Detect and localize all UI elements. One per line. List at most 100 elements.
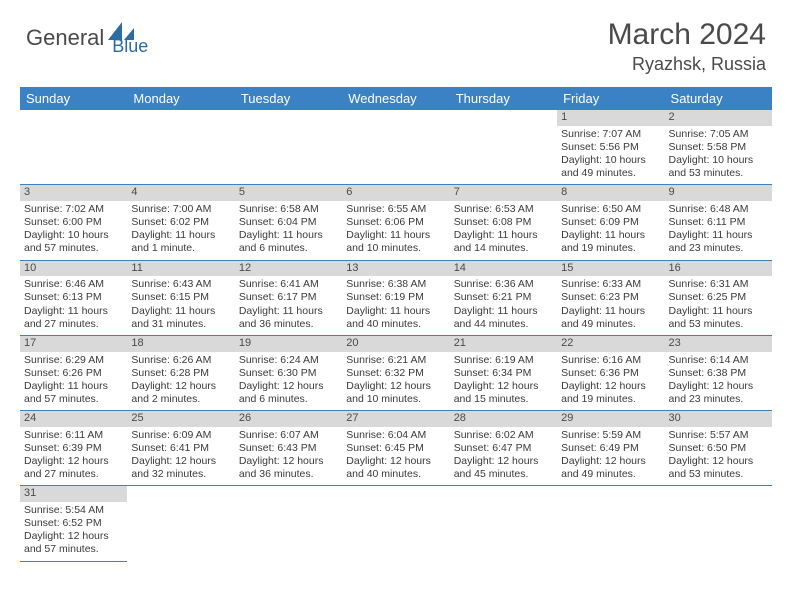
week-row: 24Sunrise: 6:11 AMSunset: 6:39 PMDayligh…	[20, 411, 772, 486]
sunset: Sunset: 6:25 PM	[669, 291, 768, 304]
day-header-wednesday: Wednesday	[342, 87, 449, 110]
calendar: SundayMondayTuesdayWednesdayThursdayFrid…	[20, 87, 772, 562]
day-number: 21	[450, 336, 557, 352]
sunset: Sunset: 6:19 PM	[346, 291, 445, 304]
sunset: Sunset: 6:50 PM	[669, 442, 768, 455]
day-header-monday: Monday	[127, 87, 234, 110]
sunset: Sunset: 5:58 PM	[669, 141, 768, 154]
sunset: Sunset: 6:15 PM	[131, 291, 230, 304]
sunset: Sunset: 5:56 PM	[561, 141, 660, 154]
empty-cell	[557, 486, 664, 561]
day-cell: 23Sunrise: 6:14 AMSunset: 6:38 PMDayligh…	[665, 336, 772, 410]
day-number: 31	[20, 486, 127, 502]
sunset: Sunset: 6:21 PM	[454, 291, 553, 304]
page-title: March 2024	[608, 18, 766, 52]
day-cell: 11Sunrise: 6:43 AMSunset: 6:15 PMDayligh…	[127, 261, 234, 335]
sunrise: Sunrise: 5:57 AM	[669, 429, 768, 442]
day-number: 29	[557, 411, 664, 427]
sunset: Sunset: 6:02 PM	[131, 216, 230, 229]
day-cell: 26Sunrise: 6:07 AMSunset: 6:43 PMDayligh…	[235, 411, 342, 485]
sunrise: Sunrise: 6:31 AM	[669, 278, 768, 291]
daylight: Daylight: 11 hours and 57 minutes.	[24, 380, 123, 406]
empty-cell	[342, 110, 449, 184]
daylight: Daylight: 11 hours and 14 minutes.	[454, 229, 553, 255]
empty-cell	[235, 110, 342, 184]
sunset: Sunset: 6:28 PM	[131, 367, 230, 380]
daylight: Daylight: 12 hours and 45 minutes.	[454, 455, 553, 481]
day-cell: 17Sunrise: 6:29 AMSunset: 6:26 PMDayligh…	[20, 336, 127, 410]
daylight: Daylight: 11 hours and 49 minutes.	[561, 305, 660, 331]
sunset: Sunset: 6:41 PM	[131, 442, 230, 455]
day-cell: 2Sunrise: 7:05 AMSunset: 5:58 PMDaylight…	[665, 110, 772, 184]
day-number: 25	[127, 411, 234, 427]
sunrise: Sunrise: 6:21 AM	[346, 354, 445, 367]
sunrise: Sunrise: 6:46 AM	[24, 278, 123, 291]
day-number: 12	[235, 261, 342, 277]
sunset: Sunset: 6:47 PM	[454, 442, 553, 455]
sunrise: Sunrise: 6:26 AM	[131, 354, 230, 367]
day-number: 20	[342, 336, 449, 352]
sunrise: Sunrise: 6:11 AM	[24, 429, 123, 442]
sunrise: Sunrise: 6:53 AM	[454, 203, 553, 216]
header: General Blue March 2024 Ryazhsk, Russia	[0, 0, 792, 83]
empty-cell	[342, 486, 449, 561]
sunrise: Sunrise: 6:55 AM	[346, 203, 445, 216]
week-row: 10Sunrise: 6:46 AMSunset: 6:13 PMDayligh…	[20, 261, 772, 336]
day-number: 14	[450, 261, 557, 277]
daylight: Daylight: 11 hours and 31 minutes.	[131, 305, 230, 331]
daylight: Daylight: 12 hours and 2 minutes.	[131, 380, 230, 406]
day-cell: 18Sunrise: 6:26 AMSunset: 6:28 PMDayligh…	[127, 336, 234, 410]
sunrise: Sunrise: 6:04 AM	[346, 429, 445, 442]
sunset: Sunset: 6:08 PM	[454, 216, 553, 229]
sunrise: Sunrise: 7:07 AM	[561, 128, 660, 141]
day-cell: 22Sunrise: 6:16 AMSunset: 6:36 PMDayligh…	[557, 336, 664, 410]
sunset: Sunset: 6:23 PM	[561, 291, 660, 304]
sunrise: Sunrise: 6:33 AM	[561, 278, 660, 291]
day-cell: 7 Sunrise: 6:53 AMSunset: 6:08 PMDaylight…	[450, 185, 557, 259]
daylight: Daylight: 12 hours and 32 minutes.	[131, 455, 230, 481]
daylight: Daylight: 10 hours and 53 minutes.	[669, 154, 768, 180]
day-cell: 12Sunrise: 6:41 AMSunset: 6:17 PMDayligh…	[235, 261, 342, 335]
day-header-friday: Friday	[557, 87, 664, 110]
sunset: Sunset: 6:38 PM	[669, 367, 768, 380]
day-cell: 3Sunrise: 7:02 AMSunset: 6:00 PMDaylight…	[20, 185, 127, 259]
location: Ryazhsk, Russia	[608, 54, 766, 75]
daylight: Daylight: 11 hours and 19 minutes.	[561, 229, 660, 255]
sunset: Sunset: 6:45 PM	[346, 442, 445, 455]
sunrise: Sunrise: 6:43 AM	[131, 278, 230, 291]
day-number: 10	[20, 261, 127, 277]
day-header-row: SundayMondayTuesdayWednesdayThursdayFrid…	[20, 87, 772, 110]
day-cell: 20Sunrise: 6:21 AMSunset: 6:32 PMDayligh…	[342, 336, 449, 410]
sunrise: Sunrise: 6:50 AM	[561, 203, 660, 216]
sunset: Sunset: 6:00 PM	[24, 216, 123, 229]
sunset: Sunset: 6:04 PM	[239, 216, 338, 229]
logo-text-blue: Blue	[112, 36, 148, 57]
daylight: Daylight: 12 hours and 57 minutes.	[24, 530, 123, 556]
daylight: Daylight: 11 hours and 53 minutes.	[669, 305, 768, 331]
sunrise: Sunrise: 5:59 AM	[561, 429, 660, 442]
sunrise: Sunrise: 6:24 AM	[239, 354, 338, 367]
title-block: March 2024 Ryazhsk, Russia	[608, 18, 766, 75]
sunset: Sunset: 6:26 PM	[24, 367, 123, 380]
daylight: Daylight: 11 hours and 44 minutes.	[454, 305, 553, 331]
logo: General Blue	[26, 18, 148, 57]
sunset: Sunset: 6:06 PM	[346, 216, 445, 229]
day-cell: 4Sunrise: 7:00 AMSunset: 6:02 PMDaylight…	[127, 185, 234, 259]
week-row: 17Sunrise: 6:29 AMSunset: 6:26 PMDayligh…	[20, 336, 772, 411]
day-number: 7	[450, 185, 557, 201]
sunset: Sunset: 6:17 PM	[239, 291, 338, 304]
daylight: Daylight: 12 hours and 6 minutes.	[239, 380, 338, 406]
day-cell: 24Sunrise: 6:11 AMSunset: 6:39 PMDayligh…	[20, 411, 127, 485]
sunset: Sunset: 6:32 PM	[346, 367, 445, 380]
daylight: Daylight: 11 hours and 36 minutes.	[239, 305, 338, 331]
day-number: 11	[127, 261, 234, 277]
day-header-tuesday: Tuesday	[235, 87, 342, 110]
sunset: Sunset: 6:34 PM	[454, 367, 553, 380]
day-number: 17	[20, 336, 127, 352]
daylight: Daylight: 10 hours and 49 minutes.	[561, 154, 660, 180]
sunset: Sunset: 6:30 PM	[239, 367, 338, 380]
day-cell: 25Sunrise: 6:09 AMSunset: 6:41 PMDayligh…	[127, 411, 234, 485]
sunrise: Sunrise: 6:19 AM	[454, 354, 553, 367]
sunset: Sunset: 6:11 PM	[669, 216, 768, 229]
empty-cell	[20, 110, 127, 184]
